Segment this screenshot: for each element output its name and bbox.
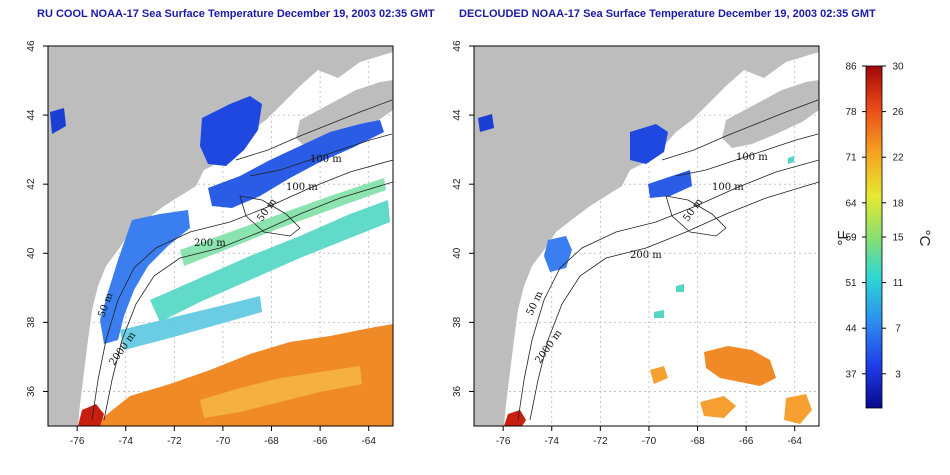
right-isobaths (517, 99, 819, 421)
right-lon-tick-label: -64 (787, 436, 802, 447)
right-lat-tick-label: 42 (452, 178, 463, 190)
left-contour-label-100m-b: 100 m (286, 182, 318, 193)
celsius-tick-label: 15 (892, 233, 904, 244)
left-lat-tick-label: 42 (26, 178, 37, 190)
left-isobaths (91, 99, 393, 421)
left-lon-tick-label: -68 (264, 436, 279, 447)
right-lat-axis: 36 38 40 42 44 46 (452, 40, 474, 397)
right-cold-water-gom (478, 114, 494, 132)
right-nova-scotia (722, 80, 819, 148)
fahrenheit-tick-label: 71 (845, 153, 857, 164)
left-lat-tick-label: 46 (26, 40, 37, 52)
celsius-tick-label: 3 (895, 369, 901, 380)
left-lon-tick-label: -74 (119, 436, 134, 447)
left-lon-tick-label: -76 (70, 436, 85, 447)
left-contour-label-100m-a: 100 m (310, 154, 342, 165)
left-lon-tick-label: -64 (361, 436, 376, 447)
left-lon-tick-label: -70 (216, 436, 231, 447)
left-nova-scotia (296, 80, 393, 148)
right-lat-tick-label: 40 (452, 247, 463, 259)
right-map-title: DECLOUDED NOAA-17 Sea Surface Temperatur… (459, 8, 876, 20)
right-contour-label-200m: 200 m (630, 250, 662, 261)
right-gulf-stream-core (504, 410, 526, 426)
left-lon-axis: -76 -74 -72 -70 -68 -66 -64 (70, 426, 376, 447)
right-lon-tick-label: -70 (642, 436, 657, 447)
right-lat-tick-label: 38 (452, 316, 463, 328)
fahrenheit-unit-label: °F (835, 230, 852, 245)
right-sst-map: 100 m 100 m 50 m 200 m 50 m 2000 m -76 -7… (452, 40, 820, 447)
fahrenheit-tick-label: 59 (845, 233, 857, 244)
left-lon-tick-label: -72 (167, 436, 182, 447)
left-cold-water-band (208, 120, 384, 208)
left-lat-tick-label: 40 (26, 247, 37, 259)
left-gulf-stream-core (78, 404, 104, 426)
left-lat-tick-label: 36 (26, 385, 37, 397)
right-lat-tick-label: 44 (452, 109, 463, 121)
right-lon-axis: -76 -74 -72 -70 -68 -66 -64 (496, 426, 802, 447)
celsius-unit-label: °C (916, 230, 933, 247)
celsius-tick-label: 30 (892, 62, 904, 73)
right-land (474, 46, 819, 426)
temperature-colorbar: 30 86 26 78 22 71 18 64 15 59 11 51 7 44 3 37 °F °C (835, 62, 933, 409)
left-lon-tick-label: -66 (313, 436, 328, 447)
right-mid-water (654, 156, 794, 318)
left-warm-water (98, 324, 393, 426)
right-lon-tick-label: -76 (496, 436, 511, 447)
right-map-frame (473, 45, 820, 427)
left-lat-axis: 36 38 40 42 44 46 (26, 40, 48, 397)
left-cold-water-north (200, 96, 262, 166)
fahrenheit-tick-label: 78 (845, 107, 857, 118)
right-warm-water-patches (650, 366, 812, 424)
left-contour-label-200m: 200 m (194, 238, 226, 249)
fahrenheit-tick-label: 44 (845, 324, 857, 335)
left-map-title: RU COOL NOAA-17 Sea Surface Temperature … (37, 8, 435, 20)
fahrenheit-tick-label: 64 (845, 198, 857, 209)
right-cold-water-north (630, 124, 668, 164)
right-lat-tick-label: 46 (452, 40, 463, 52)
right-lon-tick-label: -66 (739, 436, 754, 447)
right-lon-tick-label: -74 (545, 436, 560, 447)
right-lon-tick-label: -68 (690, 436, 705, 447)
colorbar-gradient (865, 65, 883, 409)
right-contour-label-100m-b: 100 m (712, 182, 744, 193)
left-map-frame (47, 45, 394, 427)
fahrenheit-tick-label: 37 (845, 369, 857, 380)
left-warm-water-patches (200, 366, 362, 418)
left-sst-map: 100 m 100 m 50 m 200 m 50 m 2000 m -76 -7… (26, 40, 394, 447)
right-contour-label-100m-a: 100 m (736, 152, 768, 163)
left-cold-water-gom (50, 108, 66, 134)
right-lat-tick-label: 36 (452, 385, 463, 397)
celsius-tick-label: 26 (892, 107, 904, 118)
left-lat-tick-label: 38 (26, 316, 37, 328)
right-warm-water (704, 346, 776, 386)
colorbar-ticks: 30 86 26 78 22 71 18 64 15 59 11 51 7 44 3 37 (845, 62, 904, 381)
celsius-tick-label: 7 (895, 324, 901, 335)
celsius-tick-label: 22 (892, 153, 904, 164)
celsius-tick-label: 11 (893, 278, 904, 289)
celsius-tick-label: 18 (892, 198, 904, 209)
left-lat-tick-label: 44 (26, 109, 37, 121)
left-land (48, 46, 393, 426)
left-cold-water-coast (100, 210, 190, 344)
fahrenheit-tick-label: 86 (845, 62, 857, 73)
fahrenheit-tick-label: 51 (845, 278, 857, 289)
right-lon-tick-label: -72 (593, 436, 608, 447)
right-cold-water-band (648, 170, 692, 198)
